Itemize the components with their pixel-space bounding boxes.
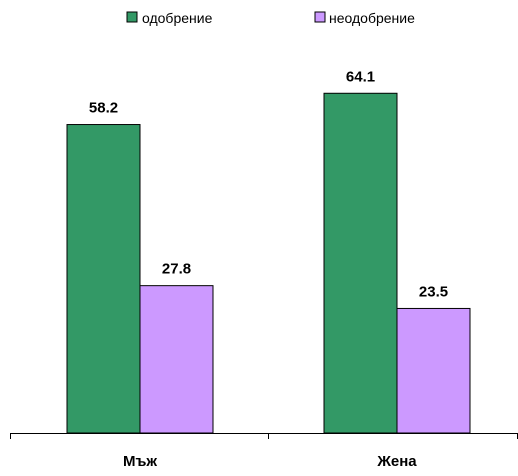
x-tick-label: Мъж [123, 453, 157, 470]
bar-disapproval-1 [396, 307, 471, 434]
data-label: 64.1 [346, 68, 375, 85]
bar-disapproval-0 [139, 285, 214, 434]
bar-approval-1 [323, 92, 398, 434]
data-label: 27.8 [162, 261, 191, 278]
data-label: 23.5 [419, 283, 448, 300]
legend-swatch [314, 11, 326, 23]
legend-swatch [126, 11, 138, 23]
x-tick-label: Жена [376, 453, 417, 470]
data-label: 58.2 [89, 100, 118, 117]
bar-approval-0 [66, 124, 141, 434]
legend-label: одобрение [142, 10, 213, 26]
legend-label: неодобрение [329, 10, 415, 26]
data-labels-group: 58.2 64.1 27.8 23.5 [89, 68, 448, 300]
x-axis: Мъж Жена [10, 433, 518, 470]
bars-group [66, 92, 471, 434]
legend: одобрение неодобрение [126, 10, 415, 26]
